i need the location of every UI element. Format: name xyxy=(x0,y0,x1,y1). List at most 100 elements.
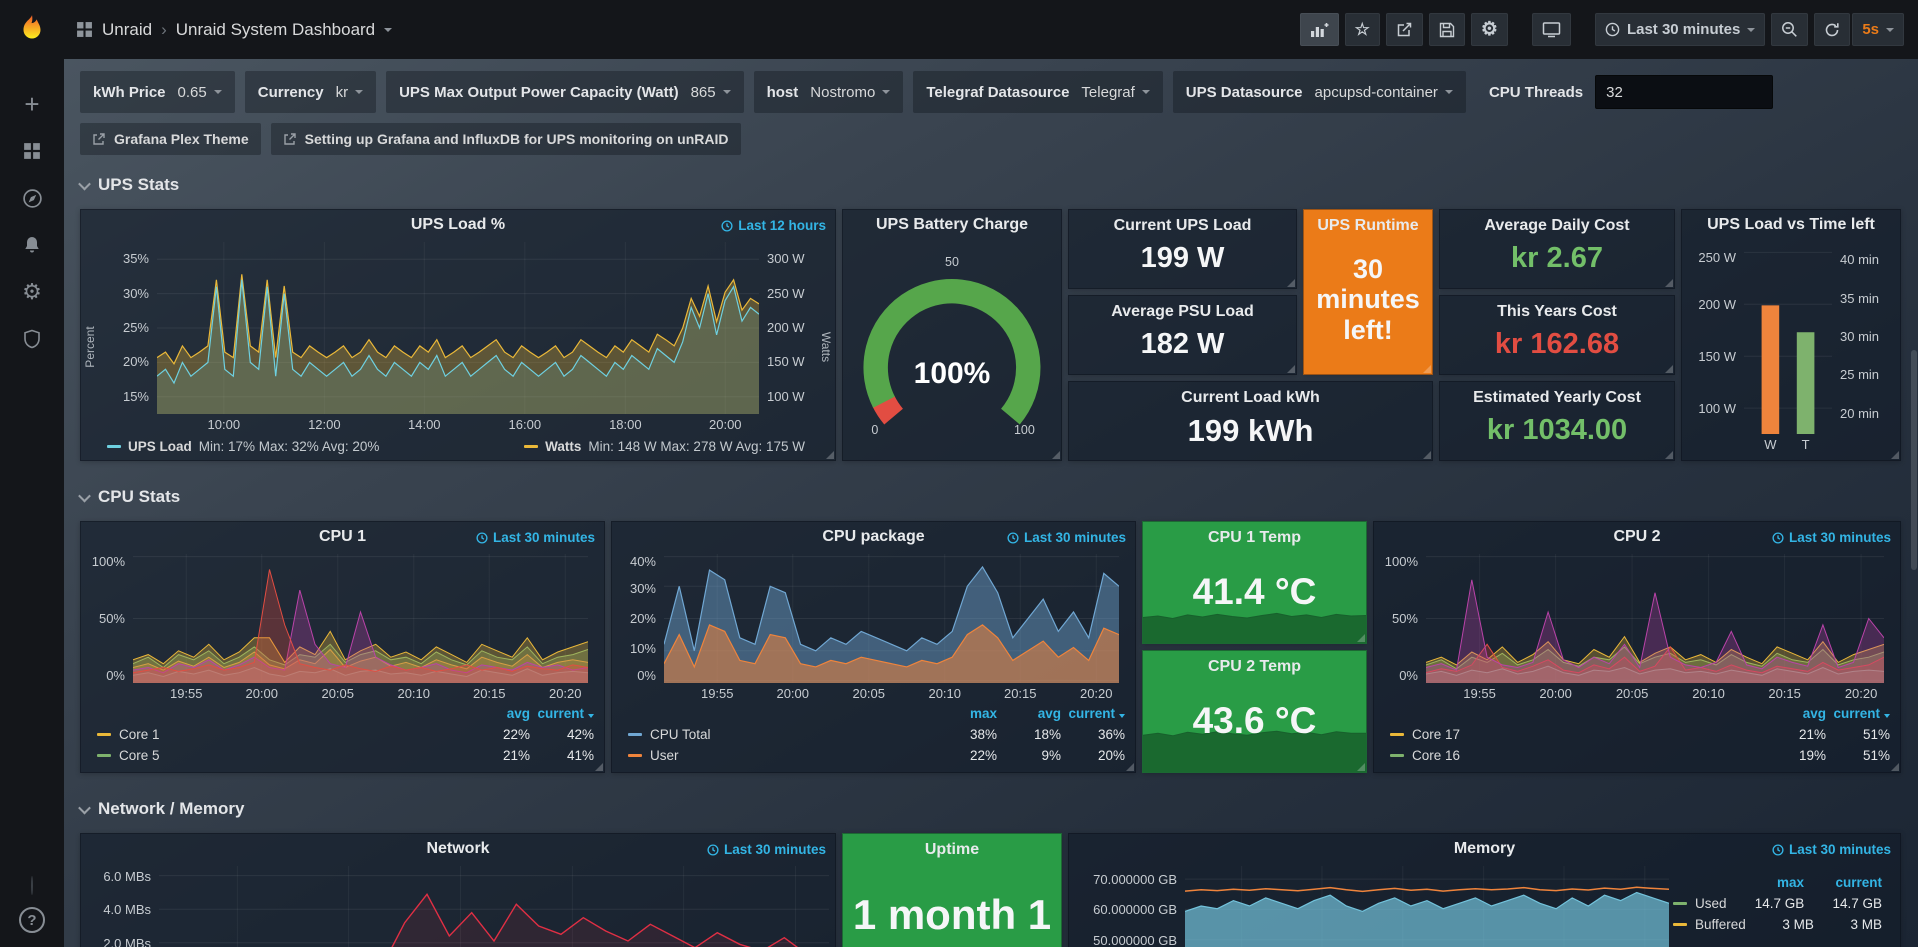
panel-title[interactable]: UPS Runtime xyxy=(1317,217,1419,234)
panel-title[interactable]: UPS Battery Charge xyxy=(875,216,1029,233)
panel-title[interactable]: Average PSU Load xyxy=(1111,303,1254,320)
panel-title[interactable]: Average Daily Cost xyxy=(1484,217,1630,234)
scrollbar[interactable] xyxy=(1911,350,1917,570)
sparkline xyxy=(1143,721,1366,772)
panel-resize-handle[interactable] xyxy=(1052,451,1060,459)
panel-resize-handle[interactable] xyxy=(1287,365,1295,373)
panel-resize-handle[interactable] xyxy=(1665,365,1673,373)
panel-resize-handle[interactable] xyxy=(1891,451,1899,459)
panel-title[interactable]: CPU package xyxy=(822,528,925,545)
memory-chart[interactable] xyxy=(1185,866,1669,947)
variable-kwh-price: kWh Price 0.65 xyxy=(80,71,235,113)
panel-resize-handle[interactable] xyxy=(826,451,834,459)
panel-resize-handle[interactable] xyxy=(1357,634,1365,642)
panel-title[interactable]: Network xyxy=(426,840,490,857)
ups-load-chart[interactable] xyxy=(157,242,759,414)
cpu2-chart[interactable] xyxy=(1426,554,1884,683)
stat-value: 30 minutes left! xyxy=(1316,254,1420,345)
series-name[interactable]: Watts xyxy=(545,438,582,454)
series-color-swatch xyxy=(1673,923,1687,926)
variable-value-dropdown[interactable]: 0.65 xyxy=(178,84,222,101)
cpu1-chart[interactable] xyxy=(133,554,588,683)
sidebar-alerting-button[interactable] xyxy=(15,230,49,260)
series-name[interactable]: Used xyxy=(1695,896,1727,911)
variable-value-dropdown[interactable]: 865 xyxy=(691,84,731,101)
link-ups-monitoring-guide[interactable]: Setting up Grafana and InfluxDB for UPS … xyxy=(270,123,741,155)
panel-title[interactable]: CPU 2 Temp xyxy=(1207,658,1302,675)
panel-resize-handle[interactable] xyxy=(1665,451,1673,459)
panel-resize-handle[interactable] xyxy=(1357,763,1365,771)
panel-resize-handle[interactable] xyxy=(595,763,603,771)
ups-bar-chart[interactable] xyxy=(1744,242,1832,434)
network-chart[interactable] xyxy=(159,866,829,947)
variable-value-dropdown[interactable]: apcupsd-container xyxy=(1315,84,1453,101)
panel-title[interactable]: Estimated Yearly Cost xyxy=(1473,389,1641,406)
stat-value: 43.6 °C xyxy=(1192,700,1317,741)
variable-value-dropdown[interactable]: kr xyxy=(336,84,364,101)
share-dashboard-button[interactable] xyxy=(1385,13,1423,46)
series-name[interactable]: Core 17 xyxy=(1412,727,1461,742)
variable-value-dropdown[interactable]: Telegraf xyxy=(1081,84,1150,101)
user-avatar[interactable] xyxy=(31,876,33,895)
panel-timeframe: Last 30 minutes xyxy=(1772,842,1891,857)
series-name[interactable]: User xyxy=(650,748,679,763)
panel-title[interactable]: CPU 2 xyxy=(1613,528,1661,545)
x-axis: 10:00 12:00 14:00 16:00 18:00 20:00 xyxy=(207,417,742,432)
panel-title[interactable]: CPU 1 Temp xyxy=(1207,529,1302,546)
panel-title[interactable]: This Years Cost xyxy=(1497,303,1617,320)
section-header-cpu-stats[interactable]: CPU Stats xyxy=(78,483,1902,511)
panel-title[interactable]: CPU 1 xyxy=(318,528,367,545)
chevron-down-icon xyxy=(384,27,393,32)
zoom-out-button[interactable] xyxy=(1771,13,1809,46)
save-dashboard-button[interactable] xyxy=(1428,13,1465,46)
add-panel-button[interactable] xyxy=(1299,13,1339,46)
series-name[interactable]: UPS Load xyxy=(128,438,192,454)
panel-resize-handle[interactable] xyxy=(1423,451,1431,459)
panel-resize-handle[interactable] xyxy=(1423,365,1431,373)
section-header-network-memory[interactable]: Network / Memory xyxy=(78,795,1902,823)
panel-resize-handle[interactable] xyxy=(1665,279,1673,287)
series-name[interactable]: Core 1 xyxy=(119,727,160,742)
refresh-button[interactable] xyxy=(1814,13,1851,46)
breadcrumb-dashboard-title[interactable]: Unraid System Dashboard xyxy=(175,19,376,39)
series-name[interactable]: CPU Total xyxy=(650,727,711,742)
series-name[interactable]: Core 5 xyxy=(119,748,160,763)
sidebar-dashboards-button[interactable] xyxy=(15,136,49,166)
link-grafana-plex-theme[interactable]: Grafana Plex Theme xyxy=(80,123,261,155)
breadcrumb-folder[interactable]: Unraid xyxy=(102,19,153,39)
panel-title[interactable]: Current Load kWh xyxy=(1181,389,1320,406)
tv-kiosk-button[interactable] xyxy=(1531,13,1571,46)
dashboard-settings-button[interactable]: ⚙ xyxy=(1470,13,1508,46)
cpu-threads-input[interactable] xyxy=(1595,75,1774,109)
panel-resize-handle[interactable] xyxy=(1891,763,1899,771)
sidebar-create-button[interactable]: + xyxy=(15,89,49,119)
variable-label: kWh Price xyxy=(93,83,166,101)
sidebar-configuration-button[interactable]: ⚙ xyxy=(15,277,49,307)
x-axis: W T xyxy=(1764,437,1810,452)
sidebar-explore-button[interactable] xyxy=(15,183,49,213)
stat-value: kr 162.68 xyxy=(1494,328,1620,360)
time-range-picker[interactable]: Last 30 minutes xyxy=(1594,13,1766,46)
legend: UPS Load Min: 17% Max: 32% Avg: 20% Watts… xyxy=(81,434,835,460)
refresh-interval-picker[interactable]: 5s xyxy=(1852,13,1904,46)
section-header-ups-stats[interactable]: UPS Stats xyxy=(78,171,1902,199)
panel-title[interactable]: UPS Load vs Time left xyxy=(1707,216,1875,233)
panel-title[interactable]: Current UPS Load xyxy=(1113,217,1252,234)
panel-resize-handle[interactable] xyxy=(1126,763,1134,771)
cpu-package-chart[interactable] xyxy=(664,554,1119,683)
star-dashboard-button[interactable]: ☆ xyxy=(1344,13,1380,46)
series-name[interactable]: Core 16 xyxy=(1412,748,1461,763)
sidebar-server-admin-button[interactable] xyxy=(15,324,49,354)
chevron-down-icon xyxy=(78,801,91,814)
caret-down-icon xyxy=(722,90,731,94)
panel-resize-handle[interactable] xyxy=(1287,279,1295,287)
refresh-icon xyxy=(1826,22,1839,36)
panel-title[interactable]: UPS Load % xyxy=(410,216,506,233)
grafana-logo[interactable] xyxy=(0,0,64,59)
help-button[interactable]: ? xyxy=(19,907,45,933)
panel-title[interactable]: Memory xyxy=(1453,840,1516,857)
variable-value-dropdown[interactable]: Nostromo xyxy=(810,84,891,101)
series-color-swatch xyxy=(524,444,539,448)
panel-title[interactable]: Uptime xyxy=(924,841,980,858)
series-name[interactable]: Buffered xyxy=(1695,917,1746,932)
